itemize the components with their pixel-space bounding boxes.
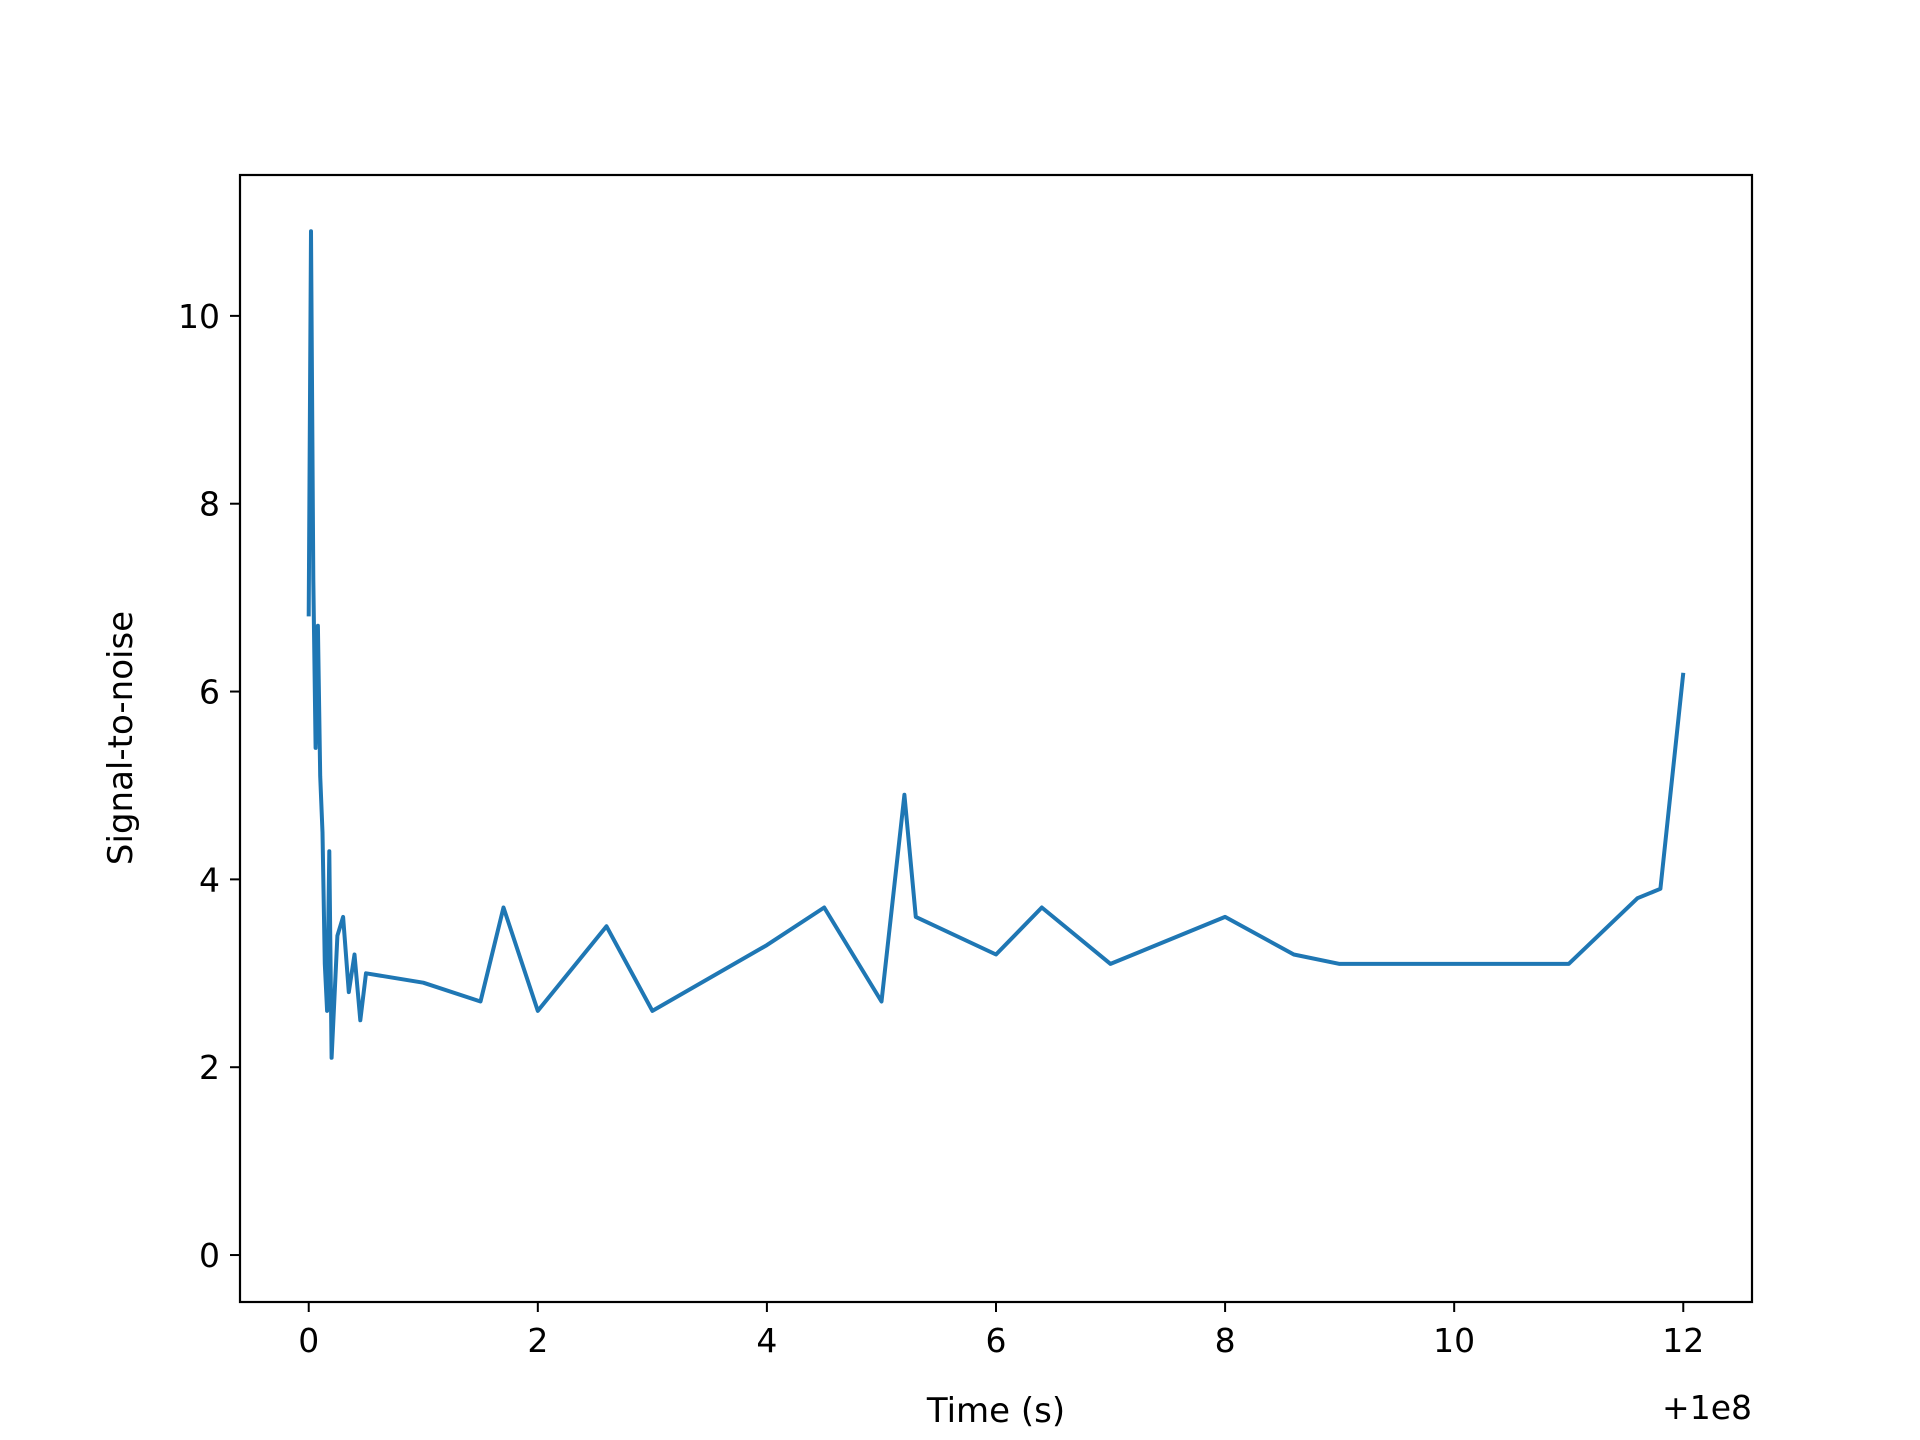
signal-series-line xyxy=(306,229,1686,1060)
plot-area xyxy=(306,229,1686,1060)
x-tick-label: 12 xyxy=(1662,1321,1704,1360)
x-axis-label: Time (s) xyxy=(926,1391,1065,1431)
x-tick-label: 2 xyxy=(527,1321,548,1360)
x-tick-label: 4 xyxy=(756,1321,777,1360)
y-axis-label: Signal-to-noise xyxy=(101,611,141,865)
x-tick-label: 8 xyxy=(1215,1321,1236,1360)
x-tick-label: 10 xyxy=(1433,1321,1475,1360)
y-axis-ticks: 0 2 4 6 8 10 xyxy=(178,297,240,1275)
x-axis-offset-label: +1e8 xyxy=(1662,1388,1752,1427)
y-tick-label: 0 xyxy=(199,1236,220,1275)
y-tick-label: 10 xyxy=(178,297,220,336)
x-axis-ticks: 0 2 4 6 8 10 12 xyxy=(298,1302,1704,1360)
axes-frame xyxy=(238,173,1754,1304)
y-tick-label: 2 xyxy=(199,1048,220,1087)
x-tick-label: 6 xyxy=(986,1321,1007,1360)
y-tick-label: 4 xyxy=(199,860,220,899)
y-tick-label: 8 xyxy=(199,485,220,524)
y-tick-label: 6 xyxy=(199,673,220,712)
x-tick-label: 0 xyxy=(298,1321,319,1360)
